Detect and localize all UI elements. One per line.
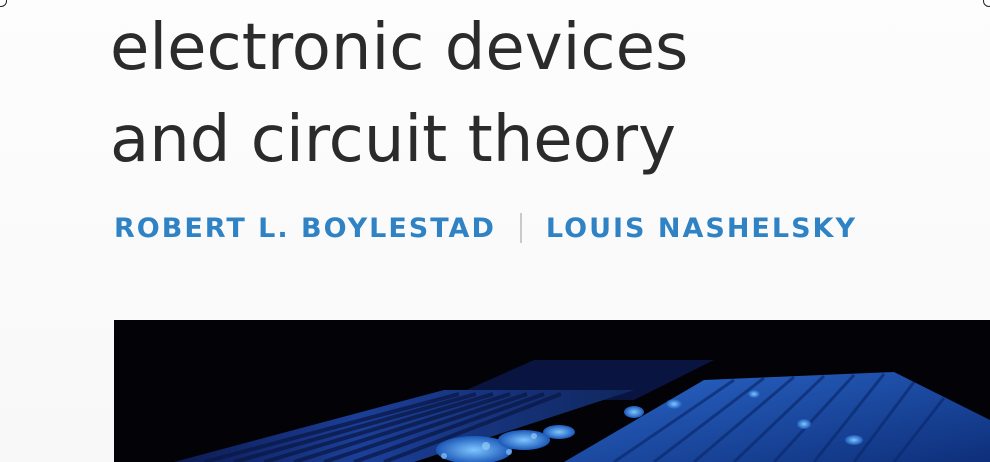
title-line-1: electronic devices: [110, 11, 689, 85]
title-line-2: and circuit theory: [110, 103, 676, 177]
corner-marker-icon: [983, 0, 990, 7]
cover-image: [114, 320, 990, 462]
corner-marker-icon: [0, 0, 7, 7]
semiconductor-surface-image: [114, 320, 990, 462]
author-name-1: ROBERT L. BOYLESTAD: [114, 212, 496, 244]
book-title: electronic devices and circuit theory: [110, 2, 688, 186]
author-line: ROBERT L. BOYLESTAD LOUIS NASHELSKY: [114, 208, 857, 248]
author-name-2: LOUIS NASHELSKY: [545, 212, 857, 244]
author-separator: [519, 213, 522, 243]
